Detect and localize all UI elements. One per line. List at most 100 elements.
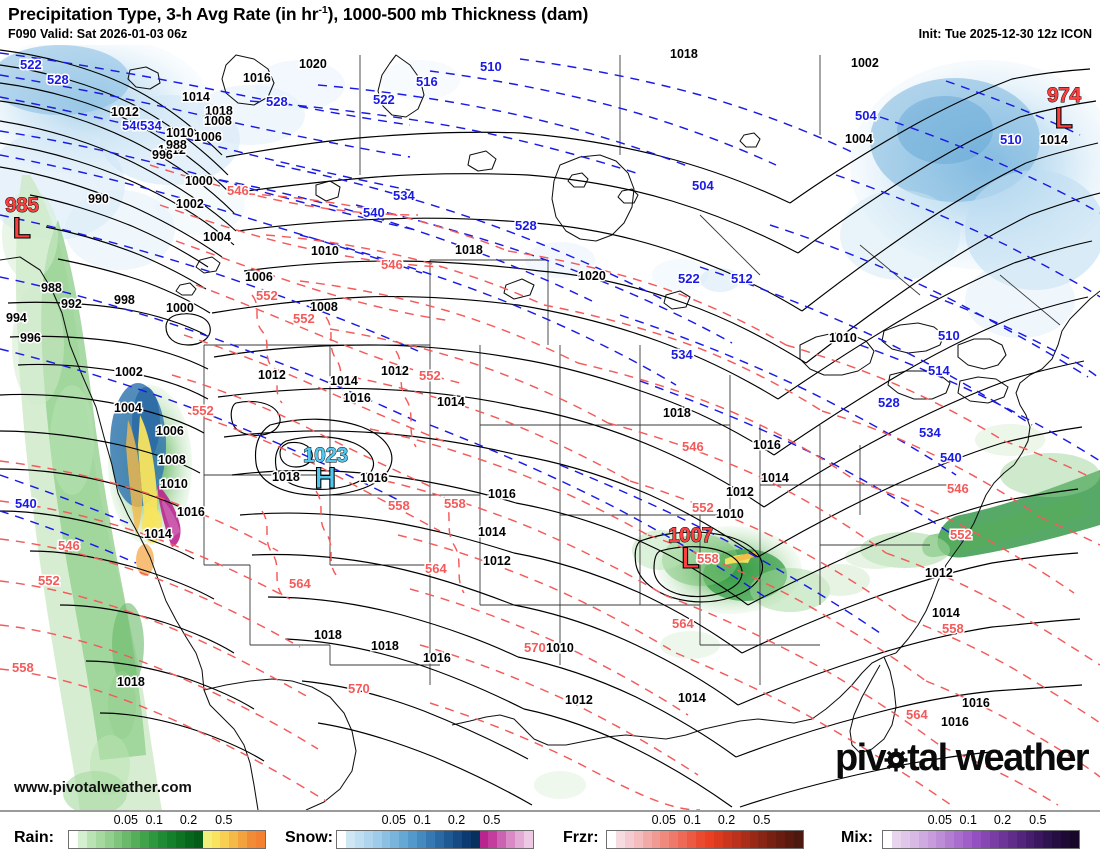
thickness-contour-label: 564 xyxy=(425,561,447,576)
legend-swatch xyxy=(615,831,625,848)
mslp-contour-label: 1010 xyxy=(160,477,188,491)
legend-tick-label: 0.1 xyxy=(683,813,701,827)
legend-swatch xyxy=(417,831,427,848)
map-canvas[interactable]: 1018 1020 1016 1002 1014 1012 1018 1008 1014 1010… xyxy=(0,45,1100,810)
mslp-contour-label: 1012 xyxy=(565,693,593,707)
legend-swatch xyxy=(434,831,444,848)
legend-swatch xyxy=(704,831,714,848)
legend-swatch xyxy=(633,831,643,848)
header: Precipitation Type, 3-h Avg Rate (in hr-… xyxy=(0,0,1100,45)
thickness-contour-label: 516 xyxy=(416,74,438,89)
legend-swatch xyxy=(794,831,803,848)
legend-swatch xyxy=(980,831,990,848)
thickness-contour-label: 522 xyxy=(373,92,395,107)
mslp-contour-label: 1016 xyxy=(243,71,271,85)
legend-tick-label: 0.05 xyxy=(113,813,138,827)
mslp-contour-label: 996 xyxy=(152,148,173,162)
mslp-contour-label: 1018 xyxy=(371,639,399,653)
thickness-contour-label: 552 xyxy=(38,573,60,588)
legend-swatch xyxy=(651,831,661,848)
mslp-contour-label: 1014 xyxy=(437,395,465,409)
thickness-contour-label: 504 xyxy=(855,108,877,123)
thickness-contour-label: 564 xyxy=(289,576,311,591)
legend-swatch xyxy=(642,831,652,848)
mslp-contour-label: 990 xyxy=(88,192,109,206)
legend-colorbar-snow[interactable] xyxy=(336,830,534,849)
thickness-contour-label: 558 xyxy=(444,496,466,511)
legend-swatch xyxy=(452,831,462,848)
init-time-label: Init: Tue 2025-12-30 12z ICON xyxy=(918,27,1092,41)
legend-swatch xyxy=(989,831,999,848)
legend-swatch xyxy=(909,831,919,848)
mslp-contour-label: 1006 xyxy=(194,130,222,144)
thickness-contour-label: 540 xyxy=(363,205,385,220)
thickness-contour-label: 540 xyxy=(15,496,37,511)
legend-swatch xyxy=(345,831,355,848)
legend-ticks-frzr: 0.05 0.1 0.2 0.5 xyxy=(606,813,802,829)
legend-swatch xyxy=(158,831,167,848)
legend-swatch xyxy=(166,831,176,848)
legend-swatch xyxy=(461,831,471,848)
legend-swatch xyxy=(660,831,670,848)
mslp-contour-label: 1014 xyxy=(144,527,172,541)
legend-label-mix: Mix: xyxy=(841,829,873,846)
legend-swatch xyxy=(767,831,777,848)
legend-swatch xyxy=(891,831,901,848)
legend-swatch xyxy=(696,831,705,848)
mslp-contour-label: 1010 xyxy=(311,244,339,258)
mslp-contour-label: 988 xyxy=(166,138,187,152)
legend-swatch xyxy=(131,831,141,848)
legend-colorbar-rain[interactable] xyxy=(68,830,266,849)
thickness-contour-label: 546 xyxy=(58,538,80,553)
legend-swatch xyxy=(122,831,132,848)
legend-swatch xyxy=(229,831,239,848)
page-title-main: Precipitation Type, 3-h Avg Rate (in hr xyxy=(8,4,319,24)
legend-swatch xyxy=(184,831,194,848)
legend-tick-label: 0.5 xyxy=(215,813,233,827)
legend-swatch xyxy=(918,831,928,848)
thickness-contour-label: 546 xyxy=(227,183,249,198)
thickness-contour-label: 540 xyxy=(122,118,144,133)
legend-tick-label: 0.5 xyxy=(1029,813,1047,827)
legend-swatch xyxy=(963,831,973,848)
legend-swatch xyxy=(220,831,230,848)
mslp-contour-label: 1004 xyxy=(845,132,873,146)
legend-swatch xyxy=(337,831,346,848)
mslp-contour-label: 1010 xyxy=(829,331,857,345)
legend-label-snow: Snow: xyxy=(285,829,333,846)
legend-swatch xyxy=(408,831,418,848)
legend-swatch xyxy=(140,831,150,848)
mslp-contour-label: 1014 xyxy=(1040,133,1068,147)
mslp-contour-label: 992 xyxy=(61,297,82,311)
legend-tick-label: 0.5 xyxy=(753,813,771,827)
thickness-contours-warm xyxy=(0,164,1100,810)
page-title-superscript: -1 xyxy=(318,4,328,17)
site-url: www.pivotalweather.com xyxy=(14,779,192,796)
mslp-contour-label: 1018 xyxy=(663,406,691,420)
legend-swatch xyxy=(749,831,759,848)
legend-tick-label: 0.2 xyxy=(717,813,736,827)
mslp-contour-label: 1012 xyxy=(111,105,139,119)
thickness-contour-label: 510 xyxy=(1000,132,1022,147)
legend-swatch xyxy=(927,831,937,848)
legend-colorbar-mix[interactable] xyxy=(882,830,1080,849)
mslp-contour-label: 1002 xyxy=(115,365,143,379)
thickness-contour-label: 512 xyxy=(731,271,753,286)
legend-swatch xyxy=(211,831,221,848)
legend-tick-label: 0.05 xyxy=(381,813,406,827)
mslp-contour-label: 1006 xyxy=(156,424,184,438)
thickness-contour-label: 522 xyxy=(678,271,700,286)
legend-colorbar-frzr[interactable] xyxy=(606,830,804,849)
mslp-contour-label: 1018 xyxy=(314,628,342,642)
mslp-contour-label: 1012 xyxy=(158,143,186,157)
mslp-contour-label: 1016 xyxy=(753,438,781,452)
mslp-contour-label: 1014 xyxy=(932,606,960,620)
legend-swatch xyxy=(972,831,981,848)
legend-swatch xyxy=(479,831,489,848)
legend-swatch xyxy=(372,831,382,848)
mslp-contour-label: 1010 xyxy=(546,641,574,655)
legend-tick-label: 0.05 xyxy=(651,813,676,827)
thickness-contours-cold xyxy=(0,52,1100,634)
